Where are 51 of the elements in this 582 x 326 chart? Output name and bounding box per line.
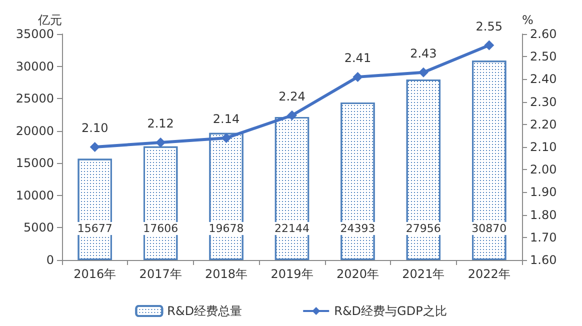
point [287,110,297,120]
y2-tick-label: 2.20 [530,117,557,132]
y-tick-label: 5000 [23,220,54,235]
x-tick-label: 2018年 [205,267,248,281]
point [90,142,100,152]
x-tick-label: 2022年 [468,267,510,281]
point [418,67,428,78]
y2-tick-label: 1.70 [530,230,557,244]
y2-tick-label: 2.50 [530,50,557,64]
data-label: 15677 [77,222,112,235]
point [156,137,166,148]
data-label: 2.43 [410,46,437,60]
y2-tick-label: 1.80 [530,208,557,222]
data-label: 2.10 [82,121,108,135]
x-tick-label: 2020年 [336,267,379,281]
y2-tick-label: 2.40 [530,72,557,86]
legend-label: R&D经费与GDP之比 [334,304,447,318]
y-tick-label: 20000 [16,124,54,138]
data-label: 17606 [143,222,178,235]
y-axis-title: 亿元 [37,13,62,27]
data-label: 2.55 [476,19,502,34]
legend-label: R&D经费总量 [167,304,242,318]
y2-axis-title: % [522,13,534,27]
data-label: 2.12 [147,116,174,130]
point [484,40,494,50]
y-tick-label: 30000 [16,59,54,74]
y-tick-label: 0 [46,253,54,267]
data-label: 27956 [406,222,441,235]
y-tick-label: 15000 [16,156,54,170]
y2-tick-label: 2.00 [530,162,557,177]
y2-tick-label: 2.60 [530,27,557,41]
data-label: 2.41 [344,50,372,65]
x-tick-label: 2017年 [139,267,182,281]
y-tick-label: 25000 [16,92,54,106]
data-label: 19678 [208,222,244,235]
y2-tick-label: 1.60 [530,253,557,267]
x-tick-label: 2016年 [74,267,116,281]
point [221,132,232,143]
y2-tick-label: 2.10 [530,140,557,154]
point [352,72,363,82]
y2-tick-label: 1.90 [530,185,557,200]
data-label: 2.14 [212,112,240,126]
y2-tick-label: 2.30 [530,94,557,109]
data-label: 2.24 [278,89,306,104]
y-tick-label: 10000 [16,188,54,202]
x-tick-label: 2019年 [270,267,314,281]
y-tick-label: 35000 [16,27,54,41]
data-label: 24393 [340,222,376,235]
data-label: 22144 [274,222,310,235]
data-label: 30870 [472,222,507,235]
x-tick-label: 2021年 [402,267,445,281]
